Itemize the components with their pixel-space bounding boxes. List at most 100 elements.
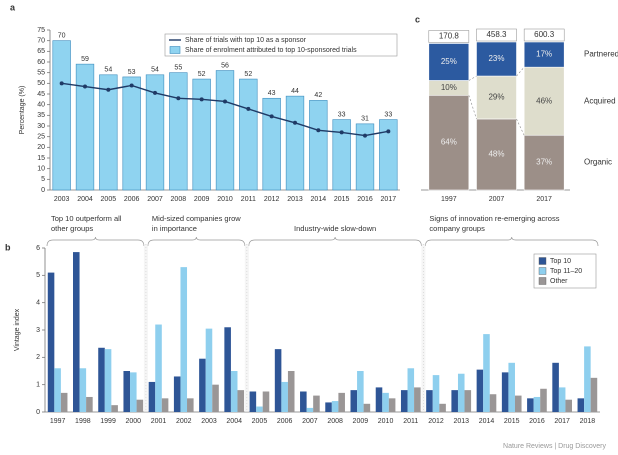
- x-tick-label: 2013: [453, 418, 469, 425]
- total-box: [476, 28, 517, 42]
- bar: [527, 398, 534, 412]
- connector: [468, 75, 477, 81]
- bar: [388, 398, 396, 412]
- series-label: Partnered: [584, 50, 618, 59]
- bar: [451, 390, 458, 412]
- bar: [155, 324, 162, 412]
- bar: [350, 390, 358, 412]
- total-label: 600.3: [534, 30, 555, 39]
- x-tick-label: 1998: [75, 418, 91, 425]
- panel-label: b: [5, 242, 11, 252]
- bar: [145, 74, 165, 191]
- legend-swatch: [538, 277, 547, 285]
- bar: [187, 398, 194, 412]
- x-tick-label: 2018: [580, 418, 596, 425]
- line-marker: [153, 90, 157, 95]
- x-tick-label: 2017: [554, 418, 570, 425]
- line-marker: [223, 99, 227, 104]
- bar: [123, 371, 131, 412]
- x-tick-label: 1999: [100, 418, 116, 425]
- bar-segment: [476, 41, 517, 77]
- bar: [47, 272, 55, 412]
- line-marker: [129, 83, 134, 88]
- total-label: 458.3: [486, 30, 507, 39]
- annotation: in importance: [152, 224, 197, 233]
- x-tick-label: 1997: [441, 196, 457, 203]
- bar-value-label: 52: [244, 71, 252, 78]
- line-marker: [269, 114, 274, 119]
- x-tick-label: 2004: [77, 196, 93, 203]
- line-marker: [59, 81, 64, 86]
- x-tick-label: 2006: [124, 196, 140, 203]
- line-marker: [363, 133, 367, 138]
- line-marker: [106, 87, 111, 92]
- bar: [262, 97, 281, 191]
- bar-value-label: 59: [81, 56, 89, 63]
- bar: [86, 396, 93, 412]
- y-tick-label: 35: [37, 112, 45, 119]
- x-tick-label: 2009: [353, 418, 369, 425]
- legend-label: Top 11–20: [550, 268, 582, 275]
- bar: [309, 100, 328, 191]
- bar: [375, 387, 383, 412]
- line-marker: [316, 128, 321, 133]
- x-tick-label: 2007: [302, 418, 318, 425]
- x-tick-label: 2010: [378, 418, 394, 425]
- bar-value-label: 70: [58, 33, 66, 40]
- y-tick-label: 6: [36, 245, 40, 252]
- bar: [577, 398, 585, 412]
- x-tick-label: 2014: [311, 196, 327, 203]
- bar: [514, 395, 522, 412]
- x-tick-label: 2005: [252, 418, 268, 425]
- bar: [464, 390, 472, 412]
- bar-value-label: 55: [174, 65, 182, 72]
- bar: [180, 267, 188, 412]
- bar: [331, 401, 339, 412]
- line-marker: [386, 129, 391, 134]
- bar: [338, 392, 345, 412]
- y-tick-label: 65: [37, 48, 45, 55]
- connector: [516, 66, 525, 77]
- line-marker: [83, 84, 87, 89]
- bar: [148, 381, 156, 412]
- segment-label: 25%: [441, 57, 457, 66]
- bar: [192, 78, 211, 191]
- x-tick-label: 2016: [357, 196, 373, 203]
- annotation: Top 10 outperform all: [51, 214, 122, 223]
- line-marker: [176, 96, 181, 101]
- shade: [421, 244, 426, 412]
- legend-label: Share of trials with top 10 as a sponsor: [185, 37, 307, 44]
- bar: [169, 72, 188, 191]
- bar: [75, 63, 95, 191]
- y-tick-label: 5: [36, 272, 40, 279]
- bar: [407, 368, 415, 412]
- bar: [379, 119, 398, 191]
- bar: [239, 78, 258, 191]
- bar: [274, 349, 282, 412]
- x-tick-label: 2003: [54, 196, 70, 203]
- line-marker: [339, 130, 344, 135]
- y-tick-label: 45: [37, 91, 45, 98]
- bar: [287, 371, 295, 412]
- bar-value-label: 54: [104, 67, 112, 74]
- bar: [382, 392, 389, 412]
- bar: [79, 368, 87, 412]
- bar: [508, 362, 515, 412]
- bar: [285, 95, 305, 191]
- bar: [212, 384, 219, 412]
- bar: [432, 375, 440, 412]
- bar: [60, 392, 68, 412]
- legend-swatch: [169, 46, 181, 54]
- bar: [54, 368, 61, 412]
- bar: [173, 376, 181, 412]
- bar: [565, 399, 572, 412]
- bar: [476, 369, 484, 412]
- y-tick-label: 50: [37, 80, 45, 87]
- segment-label: 37%: [536, 158, 552, 167]
- bar: [313, 395, 320, 412]
- x-tick-label: 2003: [201, 418, 217, 425]
- total-box: [523, 28, 565, 42]
- x-tick-label: 2013: [287, 196, 303, 203]
- bar: [262, 391, 270, 412]
- bar: [483, 334, 490, 412]
